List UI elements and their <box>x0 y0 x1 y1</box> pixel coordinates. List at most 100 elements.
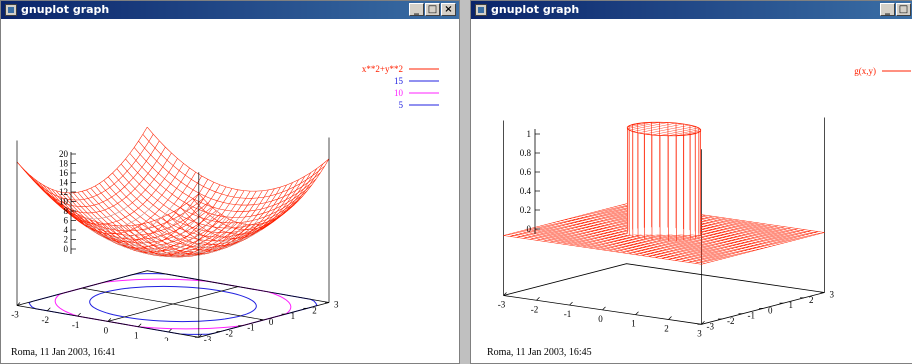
maximize-button[interactable]: □ <box>425 3 440 16</box>
y-tick-label: -1 <box>247 323 255 333</box>
x-tick-mark <box>635 311 639 315</box>
surface-underside-line <box>106 210 203 251</box>
legend-label: 5 <box>399 100 404 110</box>
y-tick-label: -3 <box>204 334 212 341</box>
z-tick-label: 0.6 <box>520 167 532 177</box>
x-tick-label: -2 <box>42 315 50 325</box>
surface-underside-line <box>171 218 260 254</box>
z-tick-label: 1 <box>527 129 532 139</box>
x-tick-label: 0 <box>104 325 109 335</box>
x-axis: -3 -2 -1 0 1 2 3 <box>498 292 705 338</box>
y-axis: -3 -2 -1 0 1 2 3 <box>697 290 835 331</box>
paraboloid-surface-mesh <box>16 126 330 258</box>
gnuplot-window-1[interactable]: gnuplot graph _ □ × 20 18 16 14 12 10 8 6 4 2 0 -3 -2… <box>0 0 460 364</box>
x-tick-mark <box>137 323 142 327</box>
base-plane <box>16 270 330 338</box>
minimize-button[interactable]: _ <box>409 3 424 16</box>
surface-underside-line <box>83 204 154 230</box>
base-border <box>503 263 825 325</box>
z-tick-label: 18 <box>59 159 69 169</box>
surface-line <box>701 232 825 265</box>
cylinder-cap-line <box>632 122 677 132</box>
y-tick-label: -2 <box>727 316 735 326</box>
surface-plot-cylinder: 1 0.8 0.6 0.4 0.2 0 -3 -2 -1 0 1 2 3 -3 -2 -1 0 1 2 3 g(x… <box>498 66 911 338</box>
x-tick-label: 2 <box>664 324 669 334</box>
surface-line <box>180 172 312 239</box>
legend: x**2+y**2 15 10 5 <box>362 64 439 110</box>
z-tick-label: 20 <box>59 149 69 159</box>
z-tick-label: 0 <box>64 244 69 254</box>
x-tick-mark <box>569 301 573 306</box>
x-tick-mark <box>536 297 540 301</box>
title-bar[interactable]: gnuplot graph _ □ <box>471 1 912 19</box>
cylinder-cap-line <box>683 132 699 136</box>
legend: g(x,y) <box>854 66 911 76</box>
cylinder-cap-line <box>690 133 696 135</box>
cylinder-cap-line <box>668 129 701 136</box>
close-button[interactable]: × <box>441 3 456 16</box>
gnuplot-app-icon[interactable] <box>475 4 487 16</box>
x-tick-label: 1 <box>631 319 636 329</box>
cylinder-cap-line <box>637 123 684 134</box>
gnuplot-app-icon[interactable] <box>5 4 17 16</box>
minimize-button[interactable]: _ <box>880 3 895 16</box>
window-gap <box>460 0 470 364</box>
x-tick-label: -1 <box>72 320 80 330</box>
z-tick-label: 2 <box>64 235 69 245</box>
x-tick-label: 3 <box>697 328 702 338</box>
surface-line <box>186 168 318 235</box>
z-tick-label: 0.4 <box>520 186 532 196</box>
z-tick-label: 10 <box>59 197 69 207</box>
cylinder-body-fill <box>627 128 701 235</box>
z-tick-label: 0.8 <box>520 148 532 158</box>
surface-line <box>688 230 812 263</box>
x-tick-label: 0 <box>598 314 603 324</box>
cylinder-cap-line <box>629 122 645 126</box>
cylinder-cap-line <box>632 123 638 125</box>
surface-line <box>198 158 330 225</box>
y-tick-label: 2 <box>809 295 814 305</box>
surface-underside-line <box>114 208 220 255</box>
y-tick-label: -1 <box>748 311 756 321</box>
y-tick-label: -3 <box>707 321 715 331</box>
cylinder-cap-line <box>627 122 652 128</box>
surface-underside-line <box>84 205 129 220</box>
surface-line <box>192 163 324 230</box>
x-tick-label: -1 <box>564 309 572 319</box>
surface-line <box>103 180 286 245</box>
surface-line <box>146 126 330 192</box>
z-tick-label: 12 <box>59 187 68 197</box>
cylinder-cap-line <box>676 130 701 136</box>
cylinder-mesh <box>626 121 702 241</box>
gnuplot-window-2[interactable]: gnuplot graph _ □ 1 0.8 0.6 0.4 0.2 0 -3 -2 -1 0 1… <box>470 0 912 364</box>
surface-line <box>133 147 317 212</box>
y-axis: -3 -2 -1 0 1 2 3 <box>194 300 339 341</box>
x-tick-mark <box>701 321 705 325</box>
y-tick-label: 1 <box>789 300 794 310</box>
z-axis: 1 0.8 0.6 0.4 0.2 0 <box>520 129 540 234</box>
title-bar[interactable]: gnuplot graph _ □ × <box>1 1 459 19</box>
window-title: gnuplot graph <box>491 3 580 16</box>
x-tick-label: 2 <box>164 336 169 341</box>
x-tick-mark <box>16 302 21 306</box>
x-tick-mark <box>503 292 507 296</box>
x-tick-label: 1 <box>134 331 139 341</box>
surface-underside-line <box>87 203 175 239</box>
timestamp: Roma, 11 Jan 2003, 16:41 <box>11 347 116 358</box>
y-tick-label: 0 <box>269 317 274 327</box>
window-title: gnuplot graph <box>21 3 110 16</box>
y-tick-label: 0 <box>768 305 773 315</box>
window-controls: _ □ × <box>408 3 456 17</box>
x-tick-mark <box>602 306 606 311</box>
z-tick-label: 0.2 <box>520 205 531 215</box>
surface-underside-line <box>143 217 240 258</box>
z-tick-label: 8 <box>64 206 69 216</box>
timestamp: Roma, 11 Jan 2003, 16:45 <box>487 347 592 358</box>
maximize-button[interactable]: □ <box>896 3 911 16</box>
surface-underside-line <box>94 205 191 246</box>
z-tick-label: 6 <box>64 216 69 226</box>
y-tick-label: 3 <box>334 300 339 310</box>
surface-line <box>138 140 321 206</box>
